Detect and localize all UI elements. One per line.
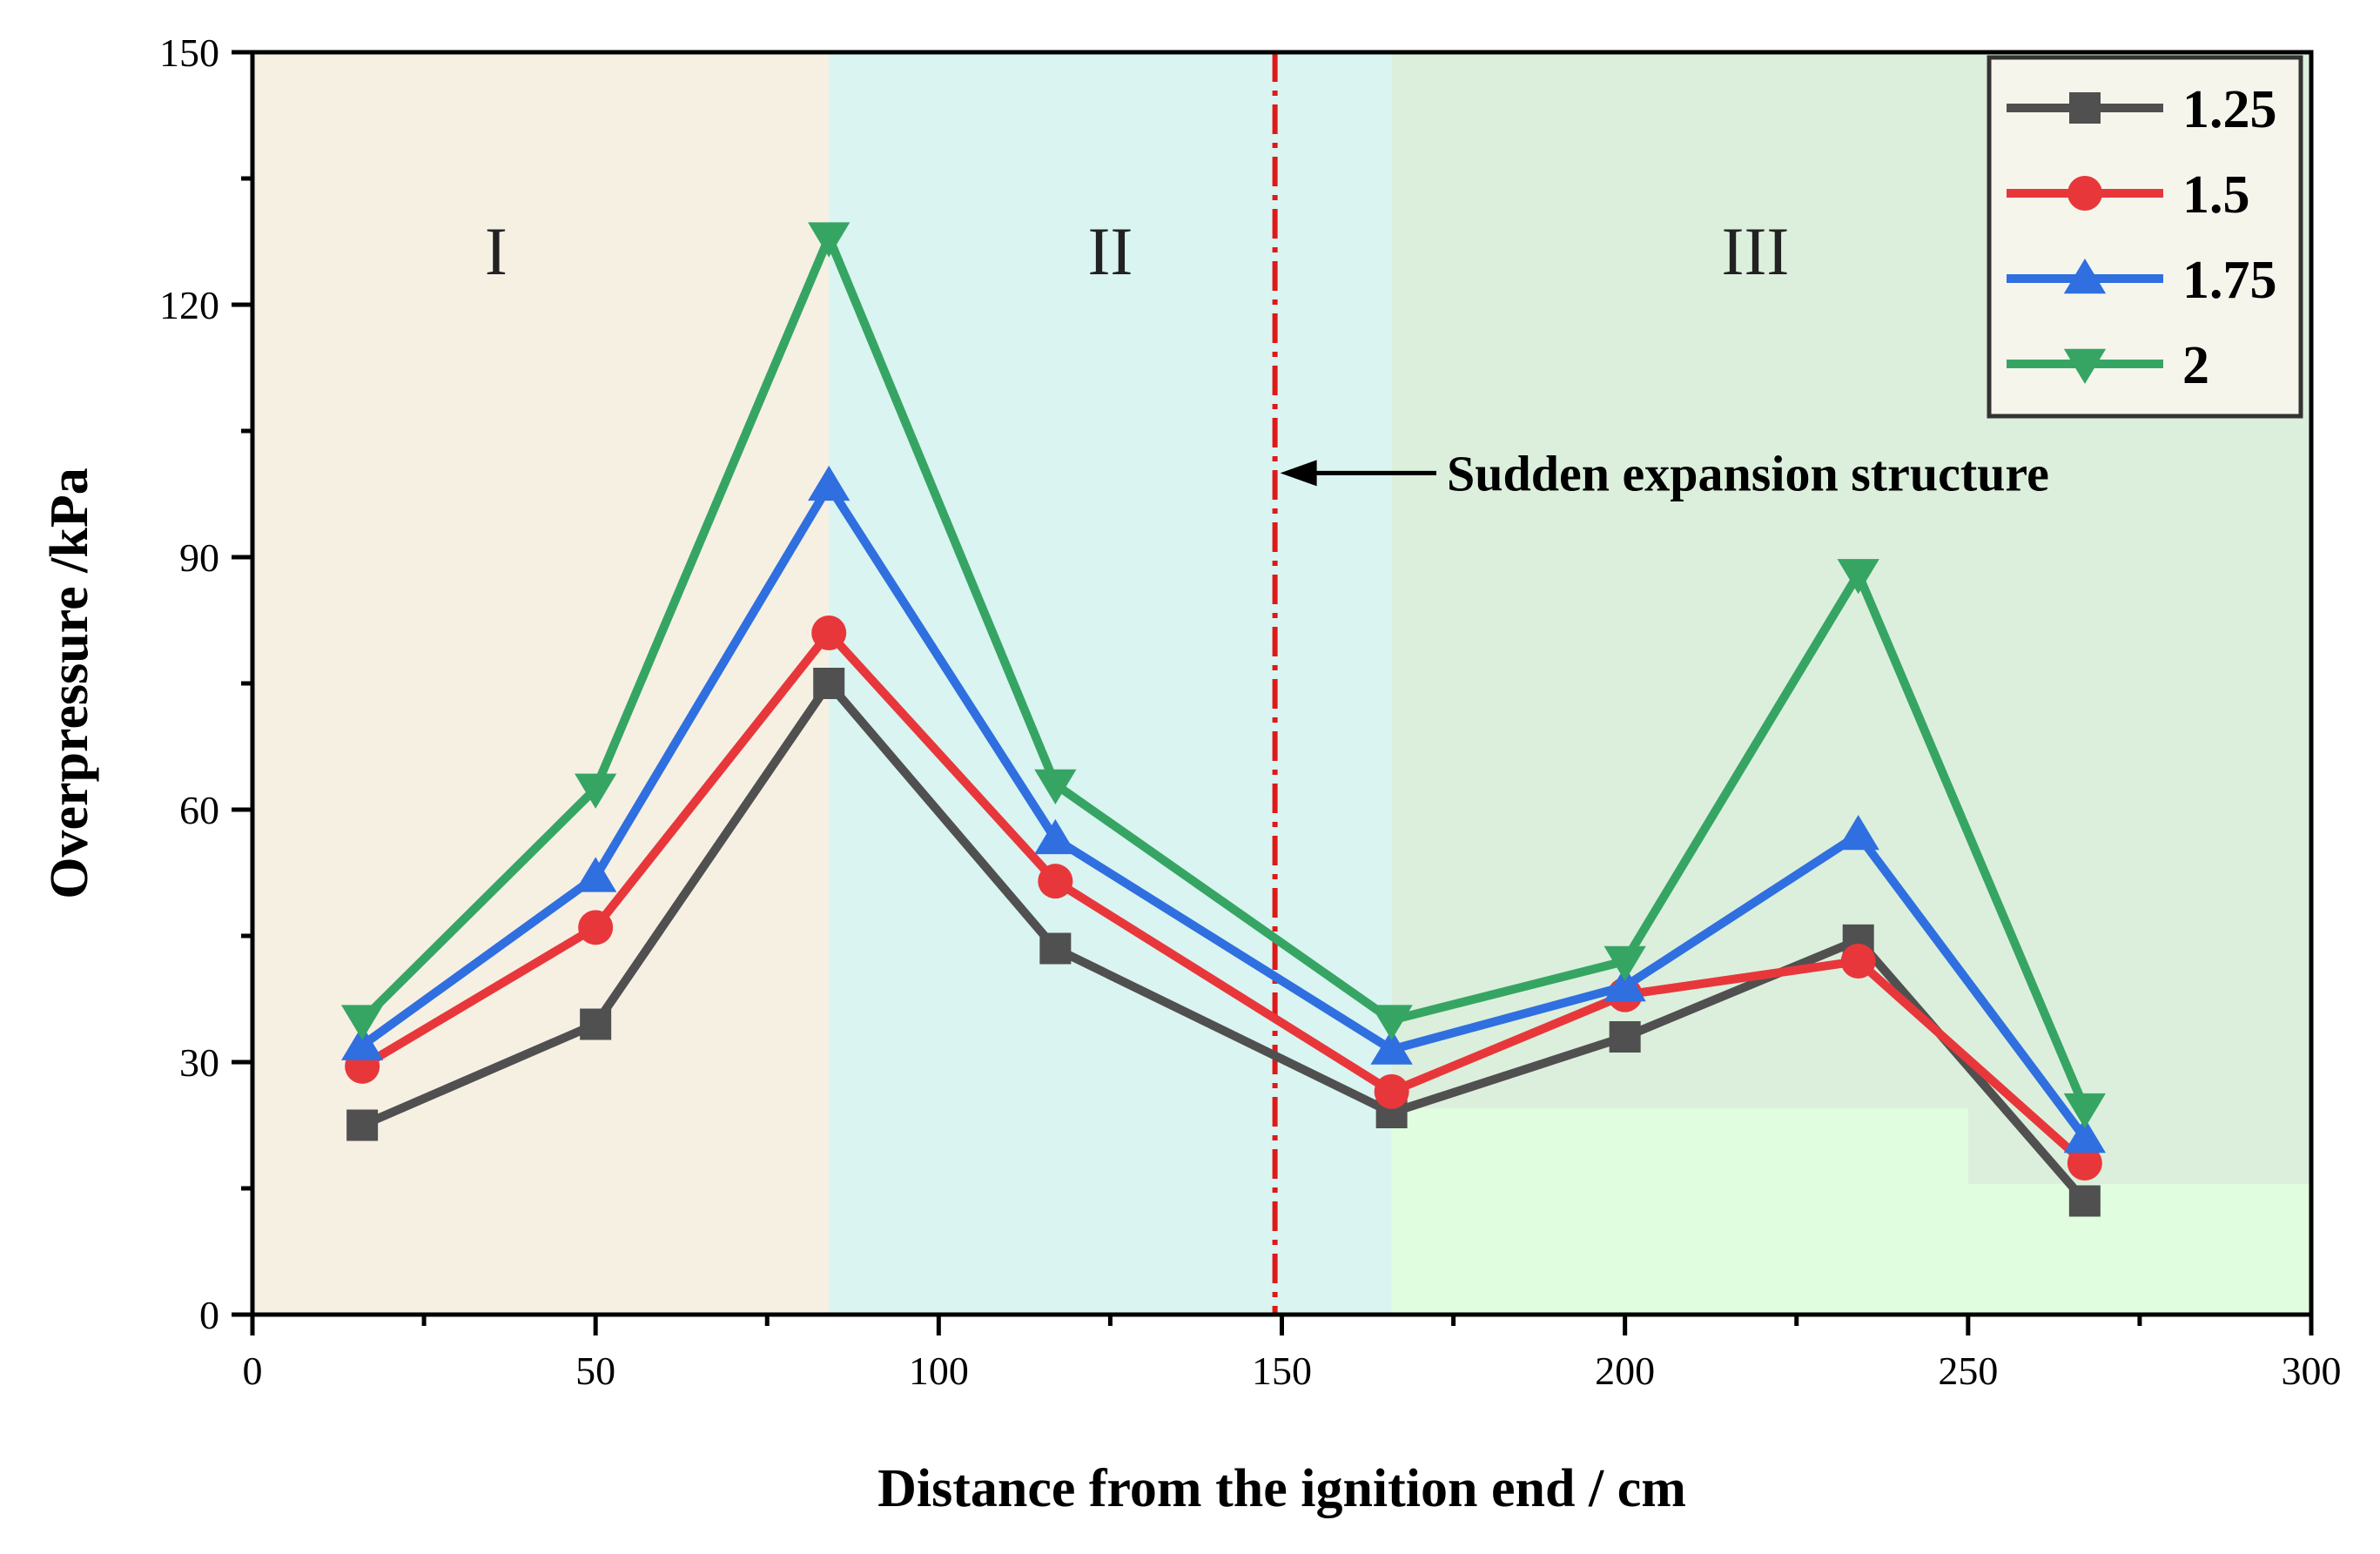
data-point — [1034, 818, 1077, 855]
data-point — [2063, 1118, 2106, 1154]
data-point — [2063, 1093, 2106, 1129]
data-point — [1370, 1029, 1413, 1065]
region-3-lower-band-right — [1967, 1184, 2311, 1315]
legend-item: 1.75 — [2007, 251, 2277, 310]
region-3-lower-band — [1391, 1108, 1968, 1315]
data-point — [580, 1008, 612, 1040]
y-tick-label: 90 — [179, 535, 219, 580]
data-point — [578, 910, 614, 945]
data-point — [346, 1109, 379, 1141]
y-tick-label: 30 — [179, 1040, 219, 1085]
data-point — [1837, 815, 1879, 851]
x-tick-label: 250 — [1938, 1349, 1998, 1393]
data-point — [808, 222, 850, 258]
data-point — [1603, 945, 1646, 981]
data-point — [813, 668, 845, 699]
annotation-arrowhead — [1280, 460, 1317, 487]
data-point — [340, 1005, 384, 1040]
data-point — [1840, 944, 1876, 979]
legend-marker — [2063, 348, 2107, 384]
legend-label: 2 — [2182, 336, 2209, 395]
legend-label: 1.5 — [2182, 165, 2250, 225]
y-tick-label: 60 — [179, 788, 219, 832]
x-tick-label: 300 — [2282, 1349, 2342, 1393]
legend-item: 2 — [2007, 336, 2209, 395]
data-point — [1837, 559, 1879, 595]
legend: 1.25 1.5 1.75 2 — [1987, 55, 2303, 419]
axis-ticks: 0 50 100 150 200 250 300 0 30 60 90 120 150 — [159, 30, 2342, 1393]
series-1.75 — [340, 465, 2106, 1154]
data-point — [575, 773, 617, 809]
series-layer — [340, 222, 2106, 1217]
region-label-3: III — [1721, 213, 1789, 289]
y-tick-label: 150 — [159, 30, 219, 75]
x-tick-label: 0 — [243, 1349, 263, 1393]
data-point — [1038, 864, 1073, 899]
legend-label: 1.75 — [2182, 251, 2277, 310]
data-point — [2067, 1146, 2102, 1181]
y-tick-label: 0 — [199, 1293, 219, 1337]
x-tick-label: 200 — [1595, 1349, 1655, 1393]
data-point — [811, 616, 847, 650]
data-point — [575, 857, 617, 892]
data-point — [1609, 1021, 1641, 1053]
legend-item: 1.25 — [2007, 80, 2277, 139]
region-2-background — [829, 52, 1392, 1315]
legend-label: 1.25 — [2182, 80, 2277, 139]
data-point — [1374, 1073, 1409, 1109]
region-backgrounds — [252, 52, 2311, 1315]
series-line-1.75 — [360, 477, 2088, 1140]
series-line-1.25 — [360, 676, 2088, 1204]
x-tick-label: 150 — [1252, 1349, 1312, 1393]
data-point — [1034, 769, 1077, 804]
region-1-background — [252, 52, 830, 1315]
data-point — [808, 465, 850, 501]
x-axis-title: Distance from the ignition end / cm — [877, 1459, 1686, 1518]
x-tick-label: 100 — [909, 1349, 969, 1393]
legend-box — [1987, 55, 2303, 419]
legend-marker — [2063, 259, 2107, 294]
data-point — [340, 1025, 384, 1060]
region-label-2: II — [1087, 213, 1133, 289]
series-line-2 — [359, 225, 2089, 1111]
data-point — [2068, 1185, 2101, 1217]
series-line-1.5 — [360, 626, 2088, 1167]
y-tick-label: 120 — [159, 283, 219, 327]
data-point — [1603, 966, 1646, 1002]
legend-marker — [2069, 92, 2101, 124]
legend-marker — [2067, 176, 2102, 211]
y-axis-title: Overpressure /kPa — [40, 468, 99, 898]
region-label-1: I — [485, 213, 508, 289]
data-point — [1039, 932, 1072, 965]
annotation: Sudden expansion structure — [1280, 445, 2049, 501]
series-2 — [340, 222, 2106, 1129]
legend-item: 1.5 — [2007, 165, 2250, 225]
x-tick-label: 50 — [575, 1349, 615, 1393]
region-labels: I II III — [485, 213, 1790, 289]
data-point — [1370, 1005, 1413, 1040]
annotation-text: Sudden expansion structure — [1447, 445, 2049, 501]
